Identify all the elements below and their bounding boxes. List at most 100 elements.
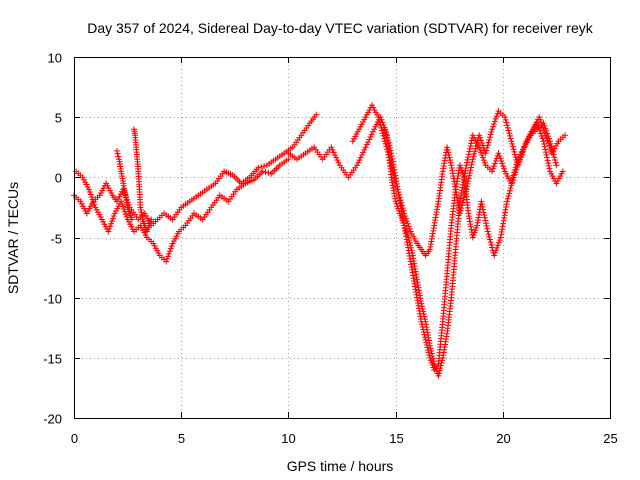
data-point — [506, 190, 513, 197]
data-point — [120, 203, 127, 210]
data-point — [506, 132, 513, 139]
data-point — [488, 241, 495, 248]
data-point — [483, 147, 490, 154]
data-point — [262, 169, 269, 176]
data-point — [354, 162, 361, 169]
grid-lines — [74, 57, 610, 418]
data-point — [375, 114, 382, 121]
series-2 — [73, 156, 292, 265]
data-point — [468, 140, 475, 147]
data-point — [148, 216, 155, 223]
data-point — [164, 255, 171, 262]
data-point — [376, 119, 383, 126]
data-point — [465, 154, 472, 161]
data-point — [163, 258, 170, 265]
data-point — [88, 194, 95, 201]
data-point — [167, 245, 174, 252]
data-point — [494, 242, 501, 249]
data-point — [404, 220, 411, 227]
data-point — [463, 159, 470, 166]
data-point — [165, 253, 172, 260]
series-5 — [381, 114, 568, 373]
data-point — [447, 159, 454, 166]
data-point — [539, 121, 546, 128]
data-point — [484, 228, 491, 235]
x-tick-label: 25 — [603, 431, 617, 446]
chart-title: Day 357 of 2024, Sidereal Day-to-day VTE… — [87, 20, 593, 36]
data-point — [361, 146, 368, 153]
data-point — [377, 122, 384, 129]
y-tick-labels: -20 -15 -10 -5 0 5 10 — [43, 51, 62, 427]
data-point — [91, 201, 98, 208]
data-point — [128, 216, 135, 223]
x-tick-label: 20 — [496, 431, 510, 446]
data-point — [465, 175, 472, 182]
data-point — [509, 143, 516, 150]
data-point — [165, 250, 172, 257]
data-points — [71, 102, 568, 379]
data-point — [105, 228, 112, 235]
data-point — [435, 372, 442, 379]
data-point — [367, 133, 374, 140]
data-point — [382, 140, 389, 147]
data-point — [544, 157, 551, 164]
data-point — [405, 223, 412, 230]
data-point — [478, 139, 485, 146]
data-point — [486, 134, 493, 141]
data-point — [420, 329, 427, 336]
data-point — [490, 121, 497, 128]
data-point — [446, 154, 453, 161]
data-point — [463, 162, 470, 169]
data-point — [544, 137, 551, 144]
data-point — [512, 169, 519, 176]
data-point — [506, 187, 513, 194]
data-point — [106, 225, 113, 232]
data-point — [551, 156, 558, 163]
data-point — [384, 136, 391, 143]
data-point — [511, 171, 518, 178]
data-point — [480, 209, 487, 216]
data-point — [483, 220, 490, 227]
data-point — [368, 131, 375, 138]
data-point — [473, 142, 480, 149]
data-point — [166, 248, 173, 255]
data-point — [258, 163, 265, 170]
data-point — [445, 151, 452, 158]
data-point — [458, 205, 465, 212]
data-point — [478, 151, 485, 158]
data-point — [476, 132, 483, 139]
data-point — [476, 144, 483, 151]
data-point — [387, 147, 394, 154]
data-point — [553, 162, 560, 169]
y-tick-label: -5 — [50, 232, 62, 247]
data-point — [492, 115, 499, 122]
data-point — [522, 140, 529, 147]
data-point — [513, 166, 520, 173]
data-point — [481, 212, 488, 219]
data-point — [535, 122, 542, 129]
data-point — [497, 155, 504, 162]
data-point — [478, 149, 485, 156]
data-point — [507, 135, 514, 142]
data-point — [467, 167, 474, 174]
data-point — [541, 140, 548, 147]
data-point — [491, 160, 498, 167]
data-point — [483, 223, 490, 230]
data-point — [496, 152, 503, 159]
data-point — [479, 203, 486, 210]
data-point — [89, 196, 96, 203]
data-point — [468, 164, 475, 171]
data-point — [385, 139, 392, 146]
data-point — [520, 145, 527, 152]
data-point — [504, 122, 511, 129]
x-axis-title: GPS time / hours — [287, 458, 394, 474]
y-axis-title: SDTVAR / TECUs — [5, 182, 21, 294]
data-point — [470, 153, 477, 160]
data-point — [551, 154, 558, 161]
data-point — [365, 139, 372, 146]
data-point — [545, 162, 552, 169]
data-point — [545, 139, 552, 146]
data-point — [421, 331, 428, 338]
x-tick-label: 5 — [178, 431, 185, 446]
data-point — [90, 199, 97, 206]
